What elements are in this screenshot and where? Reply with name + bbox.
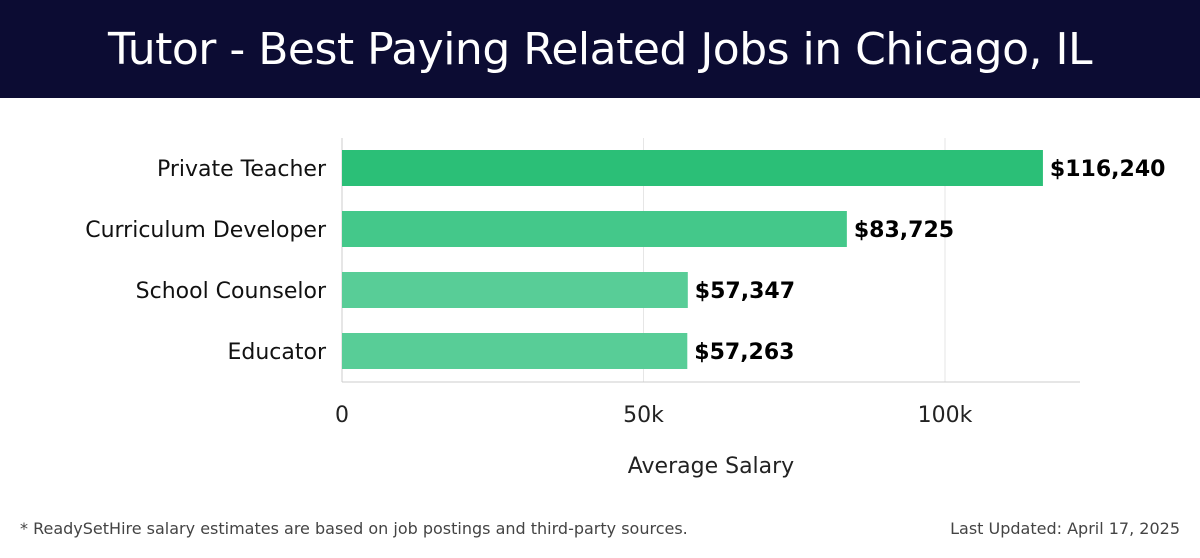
x-tick-label: 0 <box>335 403 349 428</box>
value-label: $116,240 <box>1050 157 1166 182</box>
category-labels: Private Teacher Curriculum Developer Schoo… <box>85 157 327 365</box>
x-axis-label: Average Salary <box>628 454 794 479</box>
chart-header: Tutor - Best Paying Related Jobs in Chic… <box>0 0 1200 98</box>
bar <box>342 333 688 369</box>
disclaimer-note: * ReadySetHire salary estimates are base… <box>20 519 688 538</box>
bar <box>342 150 1043 186</box>
x-tick-label: 100k <box>918 403 973 428</box>
chart-title: Tutor - Best Paying Related Jobs in Chic… <box>108 23 1092 75</box>
category-label: Curriculum Developer <box>85 218 327 243</box>
last-updated: Last Updated: April 17, 2025 <box>950 519 1180 538</box>
value-labels: $116,240 $83,725 $57,347 $57,263 <box>694 157 1165 365</box>
category-label: Private Teacher <box>157 157 327 182</box>
bar <box>342 272 688 308</box>
x-tick-labels: 0 50k 100k <box>335 403 973 428</box>
value-label: $83,725 <box>854 218 954 243</box>
bar <box>342 211 847 247</box>
bar-chart: Private Teacher Curriculum Developer Schoo… <box>85 138 1165 479</box>
value-label: $57,263 <box>694 340 794 365</box>
x-tick-label: 50k <box>623 403 664 428</box>
value-label: $57,347 <box>695 279 795 304</box>
category-label: Educator <box>227 340 326 365</box>
bars <box>342 150 1043 369</box>
category-label: School Counselor <box>136 279 327 304</box>
